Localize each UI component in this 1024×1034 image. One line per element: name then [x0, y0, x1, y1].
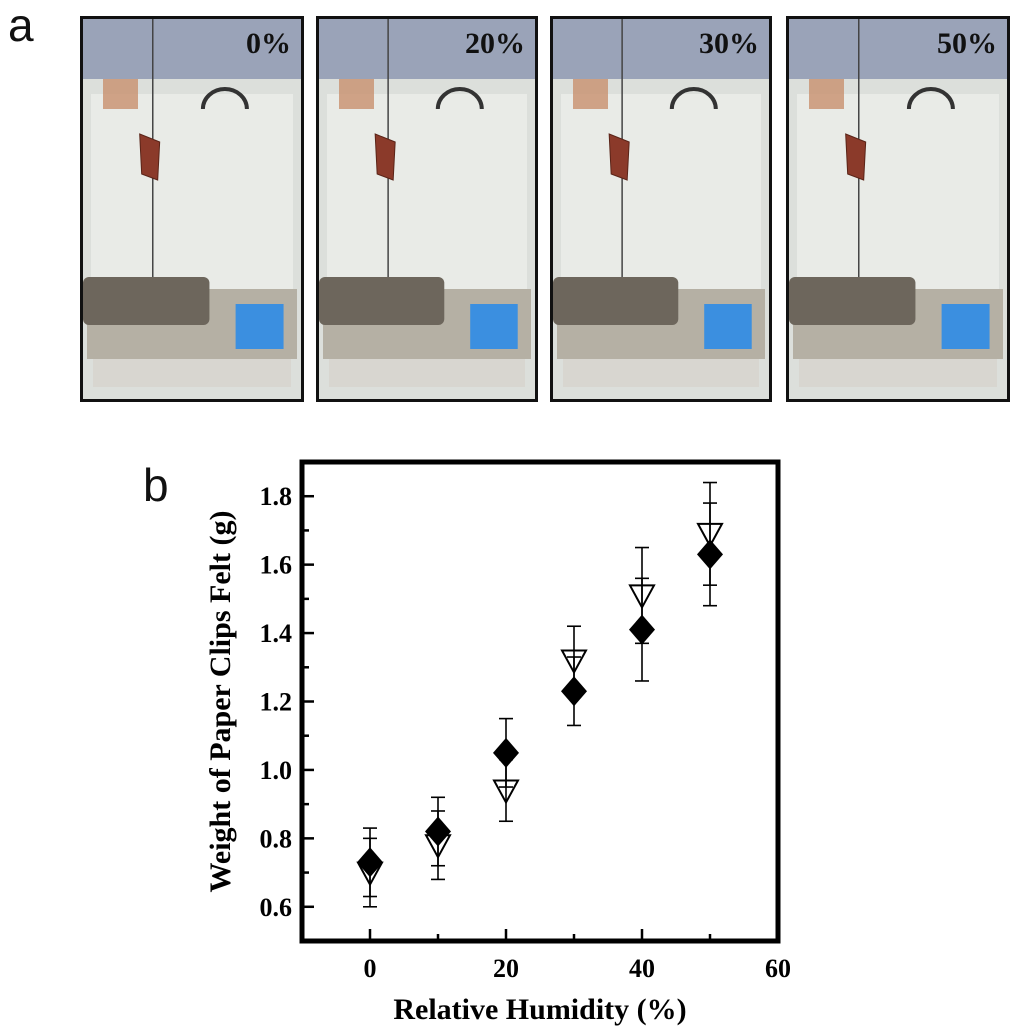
data-point-triangle	[492, 779, 520, 805]
humidity-label: 50%	[937, 27, 997, 60]
data-point-triangle	[424, 834, 452, 860]
data-point-diamond	[629, 614, 655, 645]
humidity-label: 30%	[699, 27, 759, 60]
experiment-photo: 20%	[316, 16, 538, 402]
data-point-triangle	[356, 861, 384, 887]
data-point-diamond	[697, 539, 723, 570]
panel-letter-b: b	[143, 459, 169, 511]
y-tick-label: 1.4	[260, 619, 293, 648]
experiment-photo: 50%	[786, 16, 1010, 402]
experiment-photo: 30%	[550, 16, 772, 402]
y-tick-label: 1.2	[260, 688, 293, 717]
y-tick-label: 1.0	[260, 756, 293, 785]
y-axis-label: Weight of Paper Clips Felt (g)	[204, 511, 237, 893]
humidity-label: 20%	[465, 27, 525, 60]
panel-letter-a: a	[8, 0, 34, 51]
data-point-diamond	[561, 676, 587, 707]
x-tick-label: 40	[629, 954, 655, 983]
data-point-triangle	[628, 584, 656, 610]
x-axis-label: Relative Humidity (%)	[393, 993, 686, 1026]
data-point-diamond	[493, 737, 519, 768]
experiment-photo: 0%	[80, 16, 304, 402]
data-point-triangle	[560, 649, 588, 675]
data-point-triangle	[696, 522, 724, 548]
x-tick-label: 60	[765, 954, 791, 983]
y-tick-label: 0.6	[260, 893, 293, 922]
y-tick-label: 1.6	[260, 551, 293, 580]
humidity-label: 0%	[246, 27, 291, 60]
x-tick-label: 20	[493, 954, 519, 983]
data-point-diamond	[425, 816, 451, 847]
y-tick-label: 0.8	[260, 824, 293, 853]
y-tick-label: 1.8	[260, 482, 293, 511]
x-tick-label: 0	[364, 954, 377, 983]
